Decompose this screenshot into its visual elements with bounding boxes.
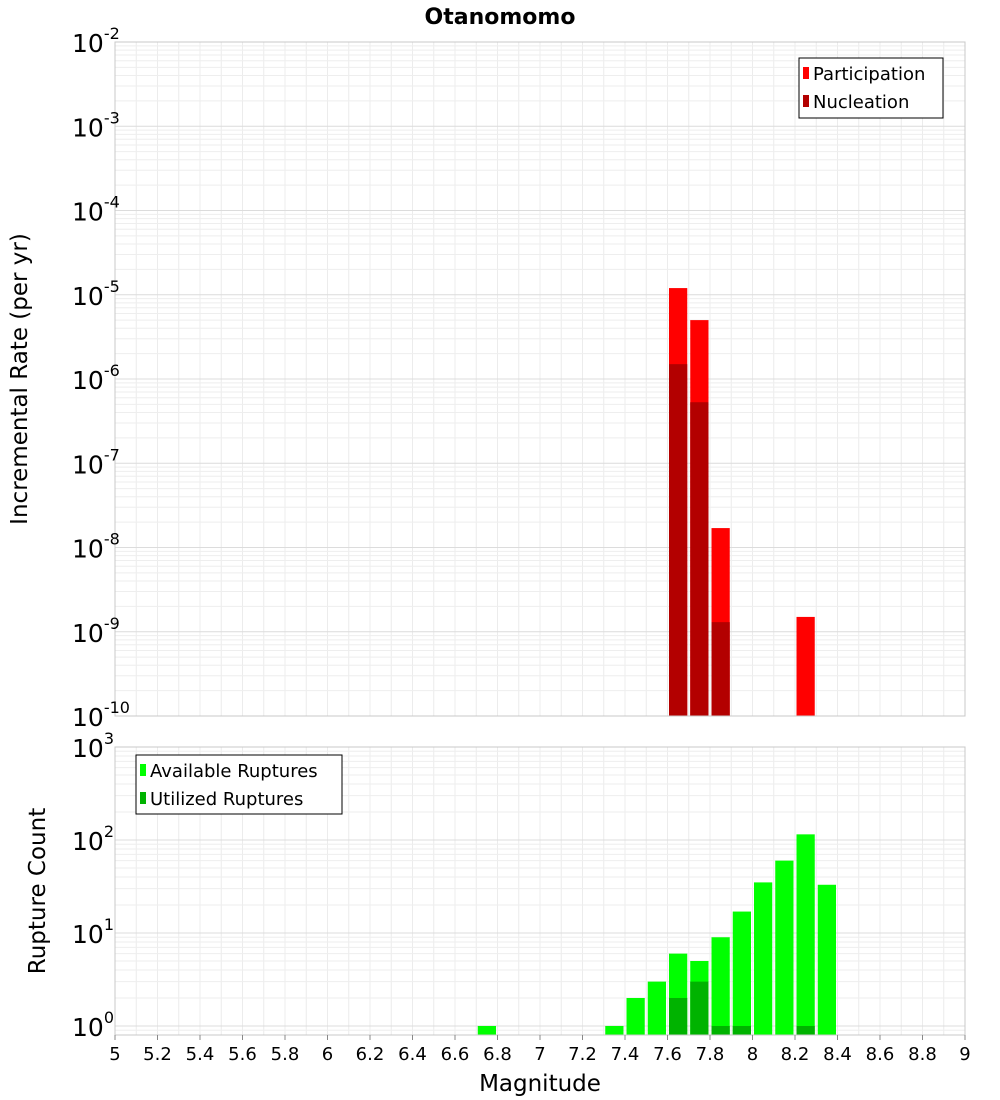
count-bar-a [477,1025,496,1035]
x-tick-label: 7.2 [568,1044,597,1065]
count-y-tick-label: 103 [72,729,114,763]
count-bar-a [626,997,645,1035]
count-bar-b [669,997,688,1035]
rate-y-tick-label: 10-7 [72,445,120,479]
rate-axis-label: Incremental Rate (per yr) [7,233,33,525]
rate-y-tick-label: 10-2 [72,24,120,58]
magnitude-x-ticks: 5 5.2 5.4 5.6 5.8 6 6.2 6.4 6.6 6.8 7 7.2 7.4 7.6 7.8 8… [109,1035,971,1065]
x-tick-label: 5.4 [186,1044,215,1065]
x-tick-label: 6.2 [356,1044,385,1065]
count-bar-a [754,882,773,1035]
count-legend: Available Ruptures Utilized Ruptures [135,754,343,815]
x-tick-label: 5.8 [271,1044,300,1065]
rate-bar-b [690,402,709,716]
x-tick-label: 5.2 [143,1044,172,1065]
rate-legend-box [798,57,944,119]
count-panel-y-ticks: 100 101 102 103 [72,729,114,1042]
x-tick-label: 6.6 [441,1044,470,1065]
count-bar-b [690,981,709,1035]
rate-bar-b [669,364,688,716]
count-bar-a [796,834,815,1035]
x-tick-label: 6.4 [398,1044,427,1065]
x-tick-label: 6.8 [483,1044,512,1065]
count-legend-box [135,754,343,815]
x-tick-label: 6 [322,1044,333,1065]
x-tick-label: 7.4 [611,1044,640,1065]
x-tick-label: 7.6 [653,1044,682,1065]
count-bar-a [605,1025,624,1035]
rate-y-tick-label: 10-6 [72,361,120,395]
x-tick-label: 9 [959,1044,970,1065]
x-tick-label: 7 [534,1044,545,1065]
rate-y-tick-label: 10-9 [72,614,120,648]
legend-label-nucleation: Nucleation [813,92,909,113]
count-y-tick-label: 102 [72,822,114,856]
rate-bar-b [711,622,730,716]
rate-panel-y-ticks: 10-10 10-9 10-8 10-7 10-6 10-5 10-4 10-3 10-2 [72,24,130,732]
rate-y-tick-label: 10-4 [72,193,120,227]
magnitude-axis-label: Magnitude [479,1071,601,1097]
count-bar-a [647,981,666,1035]
count-axis-label: Rupture Count [25,808,51,974]
legend-swatch-utilized [140,792,146,804]
legend-label-participation: Participation [813,64,925,85]
count-y-tick-label: 100 [72,1008,114,1042]
rate-y-tick-label: 10-10 [72,698,130,732]
rate-panel-grid [114,42,966,717]
x-tick-label: 8.2 [781,1044,810,1065]
count-y-tick-label: 101 [72,915,114,949]
chart-title: Otanomomo [425,5,576,30]
rate-panel-bars [669,288,815,716]
count-panel-bars [477,834,836,1035]
x-tick-label: 5 [109,1044,120,1065]
count-bar-b [732,1025,751,1035]
x-tick-label: 8.4 [823,1044,852,1065]
count-bar-a [732,911,751,1035]
x-tick-label: 5.6 [228,1044,257,1065]
legend-swatch-participation [803,67,809,79]
count-bar-a [817,884,836,1035]
x-tick-label: 7.8 [696,1044,725,1065]
count-bar-b [796,1025,815,1035]
count-bar-a [775,860,794,1035]
rate-bar-a [796,616,815,716]
x-tick-label: 8.8 [908,1044,937,1065]
count-bar-b [711,1025,730,1035]
rate-legend: Participation Nucleation [798,57,944,119]
rate-panel-frame [114,41,966,717]
rate-y-tick-label: 10-3 [72,108,120,142]
rate-y-tick-label: 10-8 [72,530,120,564]
x-tick-label: 8 [747,1044,758,1065]
x-tick-label: 8.6 [866,1044,895,1065]
legend-swatch-available [140,764,146,776]
count-bar-a [711,937,730,1035]
legend-label-available: Available Ruptures [150,761,318,782]
rate-y-tick-label: 10-5 [72,277,120,311]
legend-label-utilized: Utilized Ruptures [150,789,303,810]
legend-swatch-nucleation [803,95,809,107]
